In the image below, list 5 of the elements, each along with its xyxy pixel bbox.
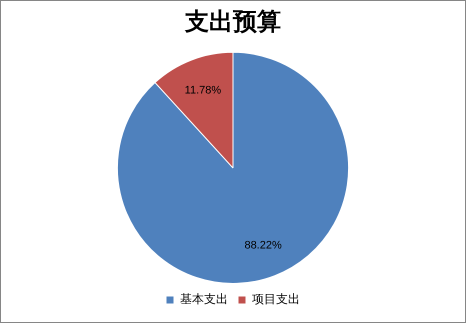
data-label: 88.22%	[244, 240, 282, 252]
chart-title: 支出预算	[184, 6, 281, 36]
legend-label: 项目支出	[252, 292, 300, 306]
data-label: 11.78%	[184, 84, 222, 96]
legend-label: 基本支出	[180, 292, 228, 306]
